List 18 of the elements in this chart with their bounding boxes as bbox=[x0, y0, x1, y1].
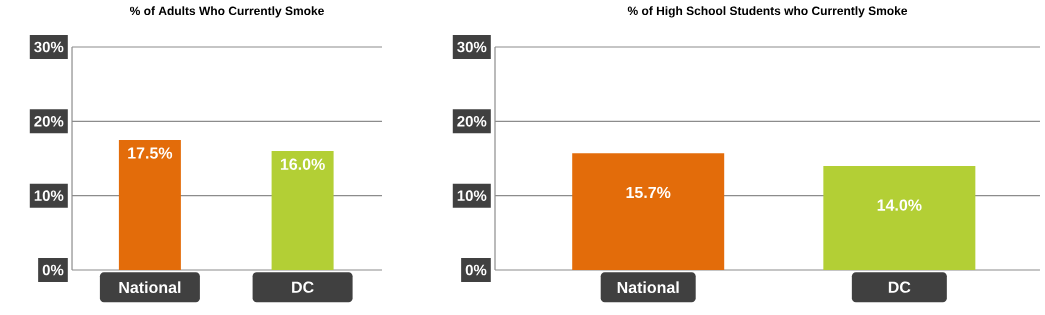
y-tick-label: 10% bbox=[457, 190, 487, 201]
data-label: 16.0% bbox=[280, 158, 325, 170]
data-label: 14.0% bbox=[877, 199, 922, 211]
y-tick-label: 0% bbox=[42, 264, 64, 276]
x-tick-label: National bbox=[617, 281, 679, 294]
y-tick-label: 10% bbox=[34, 190, 64, 201]
data-label: 15.7% bbox=[626, 186, 671, 199]
x-tick-label: DC bbox=[292, 281, 314, 293]
x-tick-label: National bbox=[119, 281, 181, 294]
chart-title: % of Adults Who Currently Smoke bbox=[129, 6, 324, 18]
y-tick-label: 20% bbox=[457, 116, 487, 127]
x-tick-label: DC bbox=[888, 281, 911, 293]
y-tick-label: 0% bbox=[465, 264, 487, 276]
y-tick-label: 30% bbox=[34, 41, 64, 53]
y-tick-label: 20% bbox=[34, 116, 64, 127]
data-label: 17.5% bbox=[128, 147, 173, 159]
chart-title: % of High School Students who Currently Smoke bbox=[627, 6, 908, 18]
y-tick-label: 30% bbox=[457, 41, 487, 53]
